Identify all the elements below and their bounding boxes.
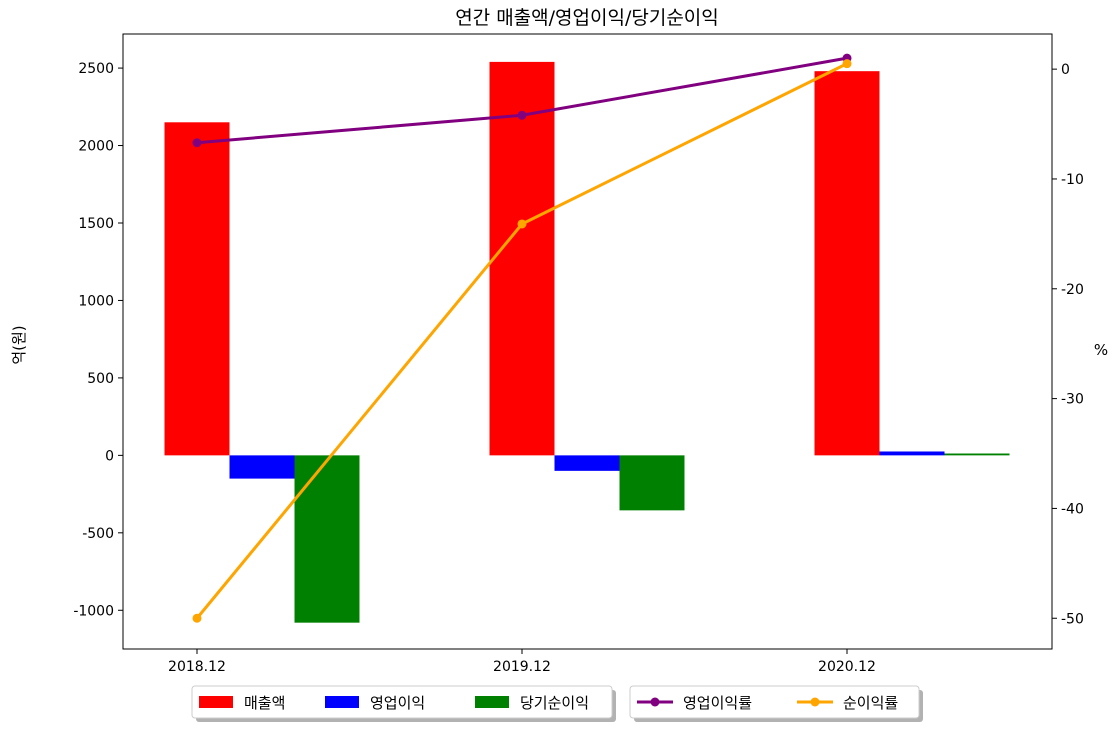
bar-1-1 bbox=[164, 122, 230, 456]
line-point-2-1 bbox=[192, 613, 202, 623]
bar-2-2 bbox=[554, 455, 620, 471]
y-tick-label-5: 1000 bbox=[78, 293, 114, 309]
legend-bars: 매출액 영업이익 당기순이익 bbox=[191, 685, 616, 722]
legend-line-marker-1 bbox=[650, 697, 660, 707]
legend-bar-label-3: 당기순이익 bbox=[520, 694, 589, 712]
y-tick-label-1: -1000 bbox=[73, 603, 114, 619]
bar-1-3 bbox=[814, 71, 880, 456]
y-tick-label-8: 2500 bbox=[78, 61, 114, 77]
x-tick-label-2: 2019.12 bbox=[493, 659, 551, 675]
legend-line-label-1: 영업이익률 bbox=[683, 694, 752, 712]
y2-tick-label-5: -10 bbox=[1061, 172, 1084, 188]
line-point-1-1 bbox=[192, 138, 202, 148]
y2-tick-label-3: -30 bbox=[1061, 392, 1084, 408]
x-tick-label-1: 2018.12 bbox=[168, 659, 226, 675]
y2-tick-label-1: -50 bbox=[1061, 611, 1084, 627]
bars-group bbox=[164, 61, 1010, 623]
y-tick-label-6: 1500 bbox=[78, 216, 114, 232]
x-axis: 2018.12 2019.12 2020.12 bbox=[168, 649, 876, 675]
y-axis-label: 억(원) bbox=[10, 325, 28, 364]
lines-group bbox=[192, 53, 852, 623]
y-tick-label-7: 2000 bbox=[78, 139, 114, 155]
legend-bar-label-2: 영업이익 bbox=[370, 694, 425, 712]
bar-3-3 bbox=[944, 453, 1010, 456]
bar-1-2 bbox=[489, 61, 555, 456]
line-point-2-3 bbox=[842, 59, 852, 69]
plot-frame bbox=[122, 33, 1053, 650]
y2-axis-label: % bbox=[1094, 341, 1108, 359]
legend-line-marker-2 bbox=[810, 697, 820, 707]
x-tick-label-3: 2020.12 bbox=[818, 659, 876, 675]
y2-tick-label-4: -20 bbox=[1061, 282, 1084, 298]
bar-3-2 bbox=[619, 455, 685, 511]
bar-2-1 bbox=[229, 455, 295, 479]
bar-3-1 bbox=[294, 455, 360, 623]
y-tick-label-3: 0 bbox=[105, 448, 114, 464]
chart-title: 연간 매출액/영업이익/당기순이익 bbox=[455, 7, 719, 29]
legend-line-label-2: 순이익률 bbox=[843, 694, 898, 712]
y2-tick-label-2: -40 bbox=[1061, 501, 1084, 517]
legend-bar-swatch-1 bbox=[199, 696, 233, 708]
legend-lines-box bbox=[629, 685, 920, 719]
y-tick-label-4: 500 bbox=[87, 371, 114, 387]
bar-2-3 bbox=[879, 451, 945, 456]
legend-bar-label-1: 매출액 bbox=[244, 694, 285, 712]
legend-lines: 영업이익률 순이익률 bbox=[629, 685, 923, 722]
legend-bars-box bbox=[191, 685, 613, 719]
line-point-1-2 bbox=[517, 110, 527, 120]
y2-tick-label-6: 0 bbox=[1061, 62, 1070, 78]
y-axis-left: -1000 -500 0 500 1000 1500 2000 2500 bbox=[73, 61, 123, 619]
y-tick-label-2: -500 bbox=[82, 526, 114, 542]
line-point-2-2 bbox=[517, 219, 527, 229]
legend-bar-swatch-3 bbox=[475, 696, 509, 708]
legend-bar-swatch-2 bbox=[325, 696, 359, 708]
y-axis-right: -50 -40 -30 -20 -10 0 bbox=[1052, 62, 1084, 627]
